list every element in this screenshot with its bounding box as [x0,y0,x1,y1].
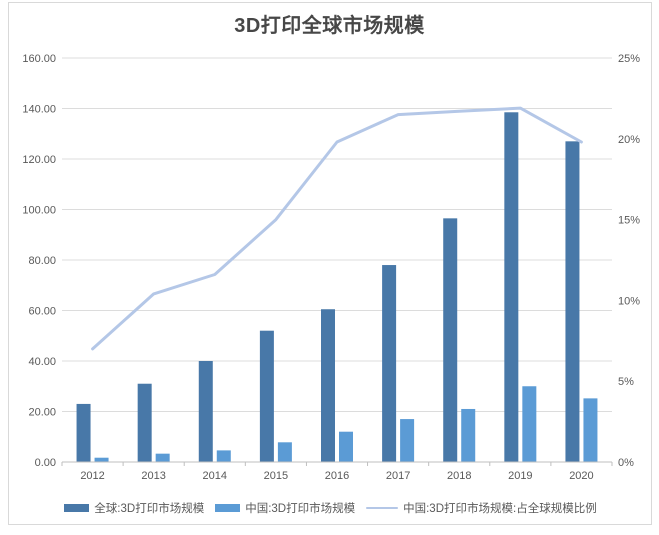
ratio-line [91,106,583,351]
bar [198,361,213,462]
svg-text:0%: 0% [618,457,634,469]
chart-title: 3D打印全球市场规模 [234,15,425,37]
svg-text:160.00: 160.00 [22,53,56,65]
svg-text:2019: 2019 [508,470,532,482]
legend-swatch-china-bar [215,504,241,512]
bar [321,309,335,462]
bar [504,112,519,462]
bar [76,403,91,462]
bar [382,265,397,462]
svg-text:60.00: 60.00 [28,306,56,318]
bar [339,431,353,462]
svg-text:2013: 2013 [141,470,165,482]
svg-text:0.00: 0.00 [35,457,56,469]
left-axis-labels: 0.00 20.00 40.00 60.00 80.00 100.00 120.00 140.… [22,53,56,469]
bar [259,330,274,462]
svg-text:120.00: 120.00 [22,154,56,166]
svg-text:140.00: 140.00 [22,104,56,116]
x-axis [61,461,613,466]
svg-text:100.00: 100.00 [22,205,56,217]
legend-item-ratio: 中国:3D打印市场规模:占全球规模比例 [366,500,597,516]
bar [94,457,109,462]
legend-swatch-global-bar [64,504,90,512]
gridlines [62,57,612,412]
svg-text:40.00: 40.00 [28,356,56,368]
legend: 全球:3D打印市场规模 中国:3D打印市场规模 中国:3D打印市场规模:占全球规… [10,498,651,518]
svg-text:20.00: 20.00 [28,407,56,419]
bar-series-0 [76,112,580,462]
svg-text:2012: 2012 [80,470,104,482]
svg-text:2015: 2015 [264,470,288,482]
svg-text:25%: 25% [618,53,640,65]
bar [522,386,537,462]
svg-text:2014: 2014 [203,470,227,482]
svg-text:80.00: 80.00 [28,255,56,267]
bar [565,141,580,462]
legend-item-global: 全球:3D打印市场规模 [64,500,204,516]
bar-series-1 [94,386,598,462]
bar [277,442,292,462]
svg-text:2017: 2017 [386,470,410,482]
svg-text:10%: 10% [618,295,640,307]
legend-label-ratio: 中国:3D打印市场规模:占全球规模比例 [403,503,597,515]
svg-text:2020: 2020 [569,470,593,482]
bar [461,408,476,462]
bar [400,419,415,462]
bar [443,218,458,462]
svg-text:5%: 5% [618,376,634,388]
legend-label-global: 全球:3D打印市场规模 [94,503,205,515]
legend-swatch-ratio-line [366,506,399,510]
legend-label-china: 中国:3D打印市场规模 [245,503,356,515]
x-axis-labels: 2012 2013 2014 2015 2016 2017 2018 2019 2020 [80,470,593,482]
svg-text:15%: 15% [618,215,640,227]
bar [137,383,152,462]
bar [216,450,231,462]
right-axis-labels: 0% 5% 10% 15% 20% 25% [618,53,640,469]
svg-text:2016: 2016 [325,470,349,482]
bar [583,398,598,462]
bar [155,453,170,462]
svg-text:2018: 2018 [447,470,471,482]
svg-text:20%: 20% [618,134,640,146]
legend-item-china: 中国:3D打印市场规模 [215,500,355,516]
